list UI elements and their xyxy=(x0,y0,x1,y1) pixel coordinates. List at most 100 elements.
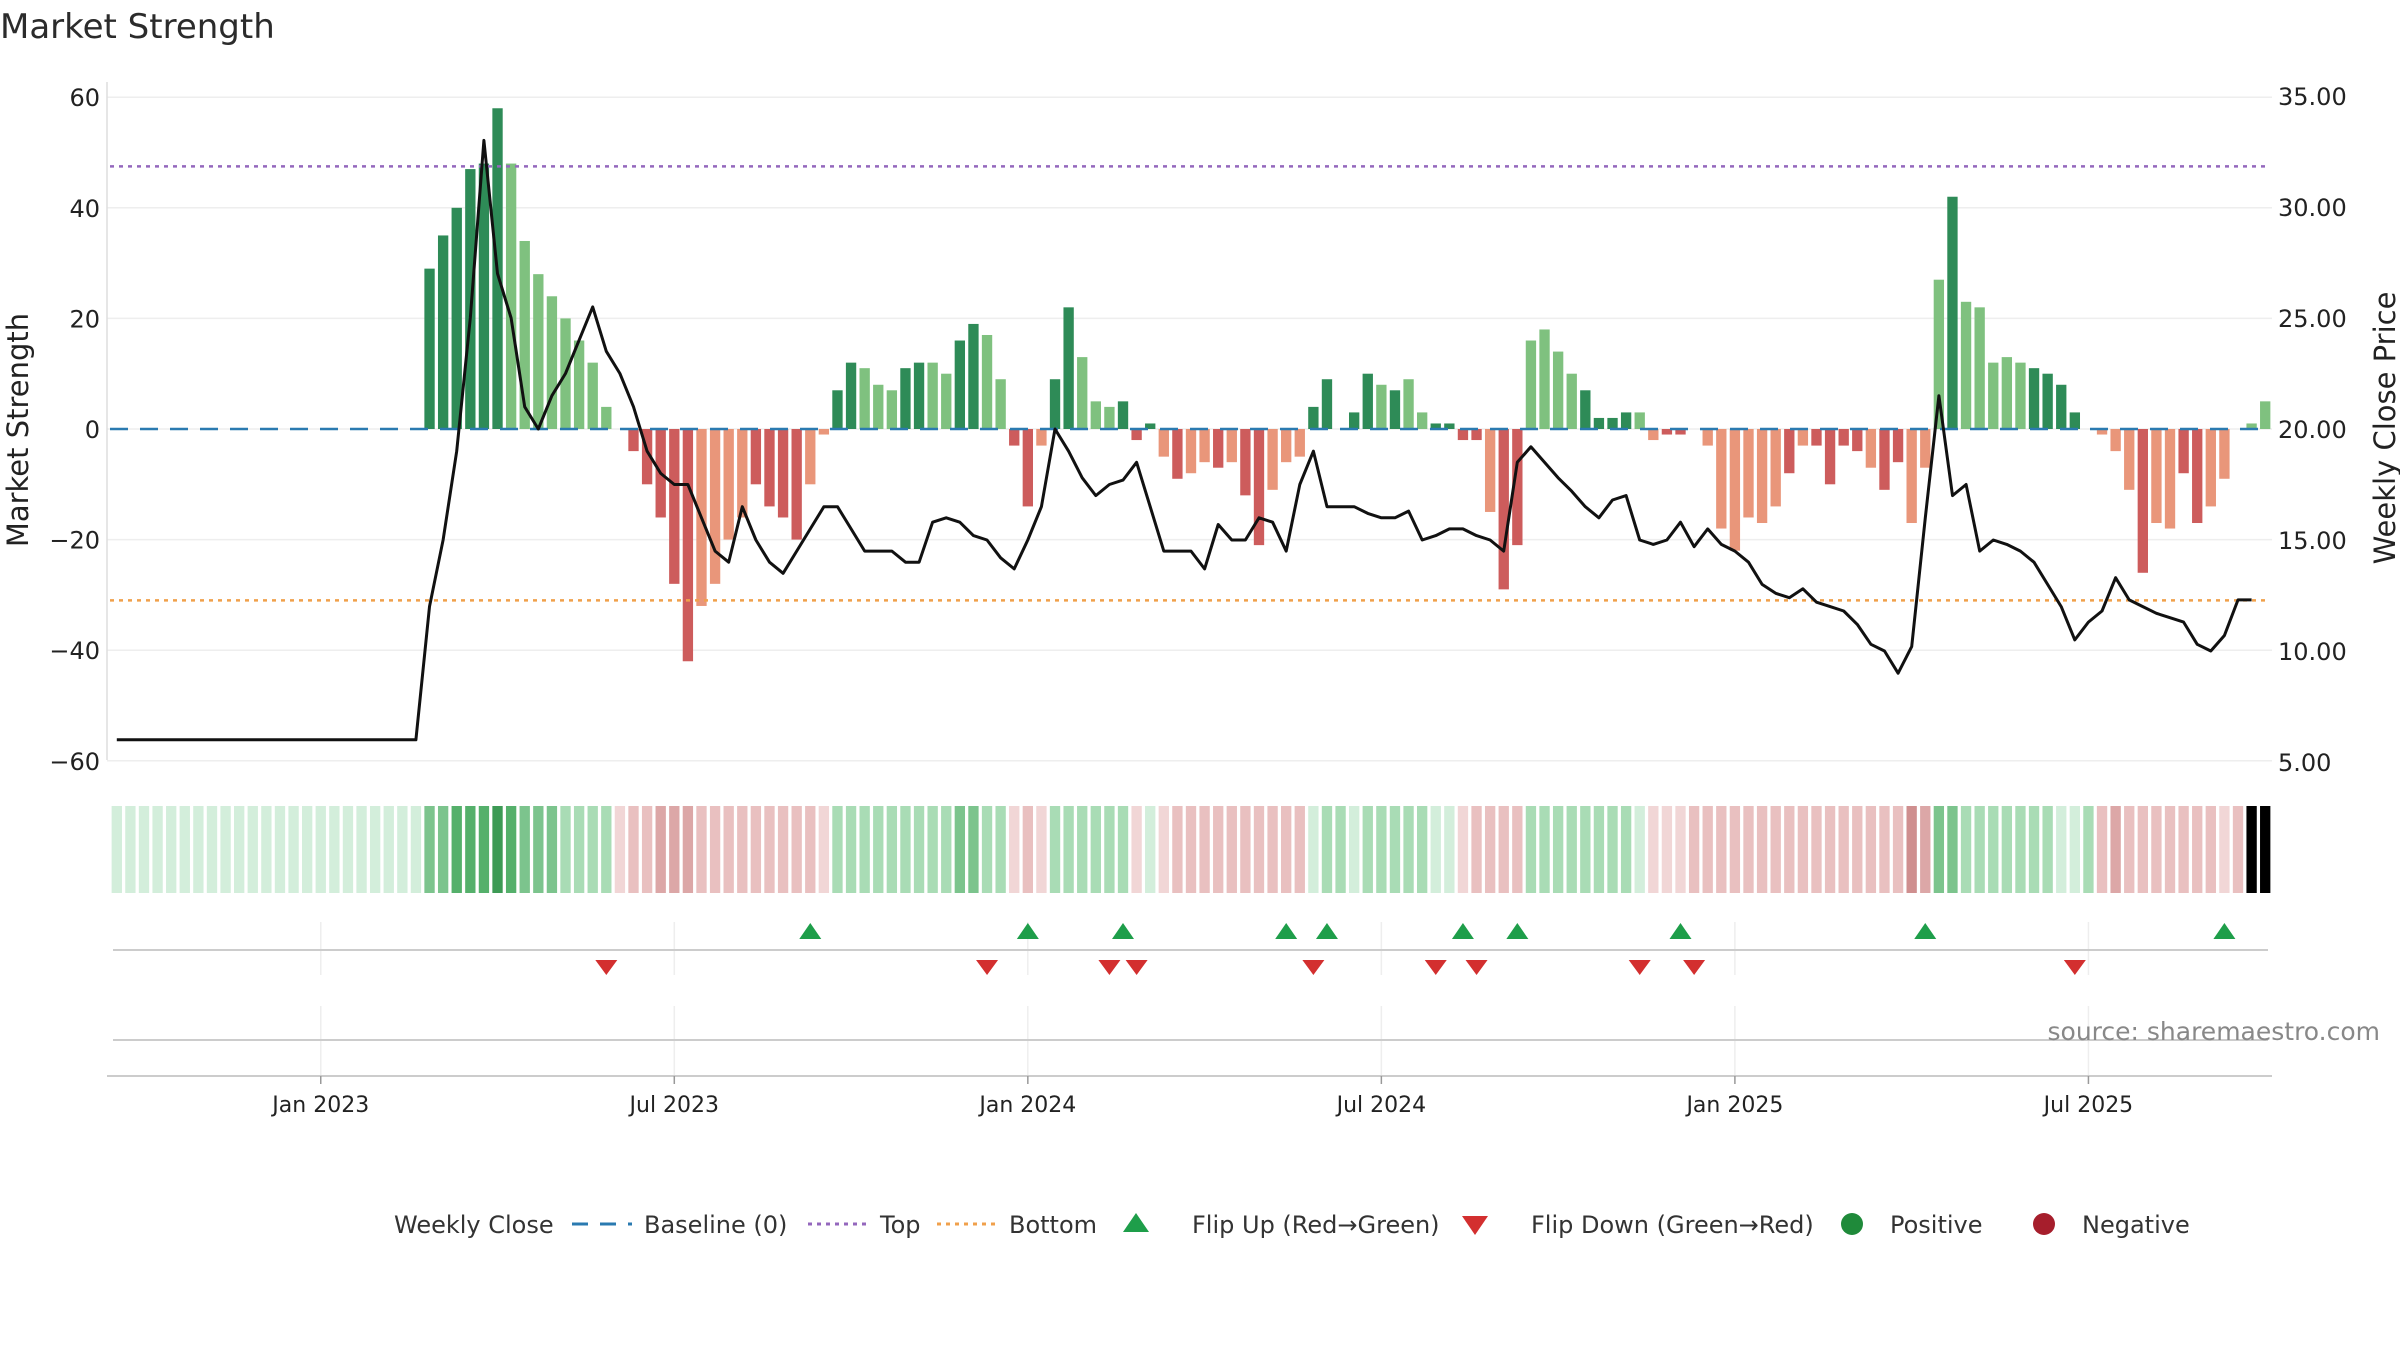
status-cell xyxy=(1770,806,1781,893)
strength-bar xyxy=(1077,357,1088,429)
strength-bar xyxy=(2178,429,2189,474)
status-cell xyxy=(859,806,870,893)
status-cell xyxy=(845,806,857,893)
strength-bar xyxy=(2137,429,2148,573)
strength-bar xyxy=(1593,417,1605,429)
flip-up-marker xyxy=(1315,923,1338,939)
strength-bar xyxy=(981,334,993,429)
strength-bar xyxy=(1416,412,1428,429)
status-cell xyxy=(329,806,340,893)
status-cell xyxy=(1471,806,1482,893)
strength-bar xyxy=(1675,429,1686,435)
strength-bar xyxy=(573,340,585,429)
legend: Weekly Close Baseline (0) Top Bottom Flip Up… xyxy=(394,1211,2190,1239)
strength-bar xyxy=(750,429,762,485)
strength-bar xyxy=(2260,401,2271,429)
status-cell xyxy=(478,806,490,893)
right-tick-label: 20.00 xyxy=(2278,416,2347,444)
strength-bar xyxy=(1933,279,1945,429)
flip-down-marker xyxy=(976,960,999,975)
strength-bar xyxy=(1552,351,1564,429)
strength-bar xyxy=(1852,429,1863,452)
status-cell xyxy=(1022,806,1033,893)
flip-down-marker xyxy=(2063,960,2086,975)
status-cell xyxy=(1416,806,1428,893)
status-cell xyxy=(1539,806,1550,893)
strength-bar xyxy=(1988,362,1999,429)
date-tick-label: Jan 2024 xyxy=(977,1093,1076,1118)
strength-bar xyxy=(723,429,734,540)
status-cell xyxy=(1648,806,1659,893)
right-tick-label: 25.00 xyxy=(2278,305,2347,333)
status-cell xyxy=(1389,806,1401,893)
status-cell xyxy=(1213,806,1224,893)
status-cell xyxy=(369,806,381,893)
status-cell xyxy=(818,806,830,893)
status-cell xyxy=(1634,806,1645,893)
status-cell xyxy=(709,806,721,893)
status-cell xyxy=(941,806,952,893)
status-cell xyxy=(1036,806,1047,893)
date-tick-label: Jul 2023 xyxy=(628,1093,720,1118)
strength-bar xyxy=(1457,429,1469,441)
status-cell xyxy=(1403,806,1414,893)
strength-bar xyxy=(737,429,748,518)
status-cell xyxy=(2056,806,2067,893)
legend-item-positive: Positive xyxy=(1841,1211,1983,1239)
status-cell xyxy=(1552,806,1564,893)
strength-bar xyxy=(791,429,802,540)
status-cell xyxy=(166,806,177,893)
status-cell xyxy=(1253,806,1265,893)
strength-bar xyxy=(1471,429,1482,441)
flip-down-marker xyxy=(1125,960,1148,975)
status-cell xyxy=(873,806,884,893)
legend-item-bottom: Bottom xyxy=(937,1211,1097,1239)
status-cell xyxy=(1308,806,1319,893)
status-cell xyxy=(641,806,653,893)
status-cell xyxy=(1240,806,1251,893)
strength-bar xyxy=(533,274,544,429)
status-cell xyxy=(1430,806,1441,893)
strength-bar xyxy=(682,429,694,662)
legend-item-top: Top xyxy=(808,1211,921,1239)
strength-bar xyxy=(1824,429,1836,485)
status-cell xyxy=(492,806,503,893)
strength-bars xyxy=(424,108,2271,662)
strength-bar xyxy=(1321,379,1333,429)
status-cell xyxy=(1811,806,1822,893)
status-cell xyxy=(2001,806,2013,893)
status-cell xyxy=(2164,806,2176,893)
status-cell xyxy=(750,806,762,893)
strength-bar xyxy=(1729,429,1741,551)
left-tick-label: 0 xyxy=(85,416,100,444)
status-cell xyxy=(1797,806,1809,893)
source-label: source: sharemaestro.com xyxy=(2048,1017,2381,1046)
status-cell xyxy=(1716,806,1727,893)
status-cell xyxy=(1145,806,1156,893)
strength-bar xyxy=(886,390,898,429)
status-cell xyxy=(1457,806,1469,893)
strength-bar xyxy=(1117,401,1129,429)
status-cell xyxy=(927,806,938,893)
status-cell xyxy=(1498,806,1509,893)
strength-bar xyxy=(968,323,979,429)
strength-bar xyxy=(505,163,517,429)
strength-bar xyxy=(1022,429,1033,507)
status-cell xyxy=(533,806,544,893)
status-cell xyxy=(981,806,993,893)
flip-panel xyxy=(113,922,2268,975)
strength-bar xyxy=(1036,429,1047,446)
status-cell xyxy=(1974,806,1985,893)
right-axis-ticks: 35.00 30.00 25.00 20.00 15.00 10.00 5.00 xyxy=(2278,83,2347,777)
status-cell xyxy=(1199,806,1210,893)
status-cell xyxy=(628,806,639,893)
strength-bar xyxy=(2205,429,2216,507)
chart-title: Market Strength xyxy=(0,7,275,47)
status-cell xyxy=(1444,806,1455,893)
strength-bar xyxy=(1811,429,1822,446)
left-axis-ticks: 60 40 20 0 −20 −40 −60 xyxy=(49,84,100,776)
status-cell xyxy=(519,806,530,893)
status-cell xyxy=(913,806,925,893)
status-cell xyxy=(152,806,163,893)
status-cell xyxy=(1960,806,1972,893)
